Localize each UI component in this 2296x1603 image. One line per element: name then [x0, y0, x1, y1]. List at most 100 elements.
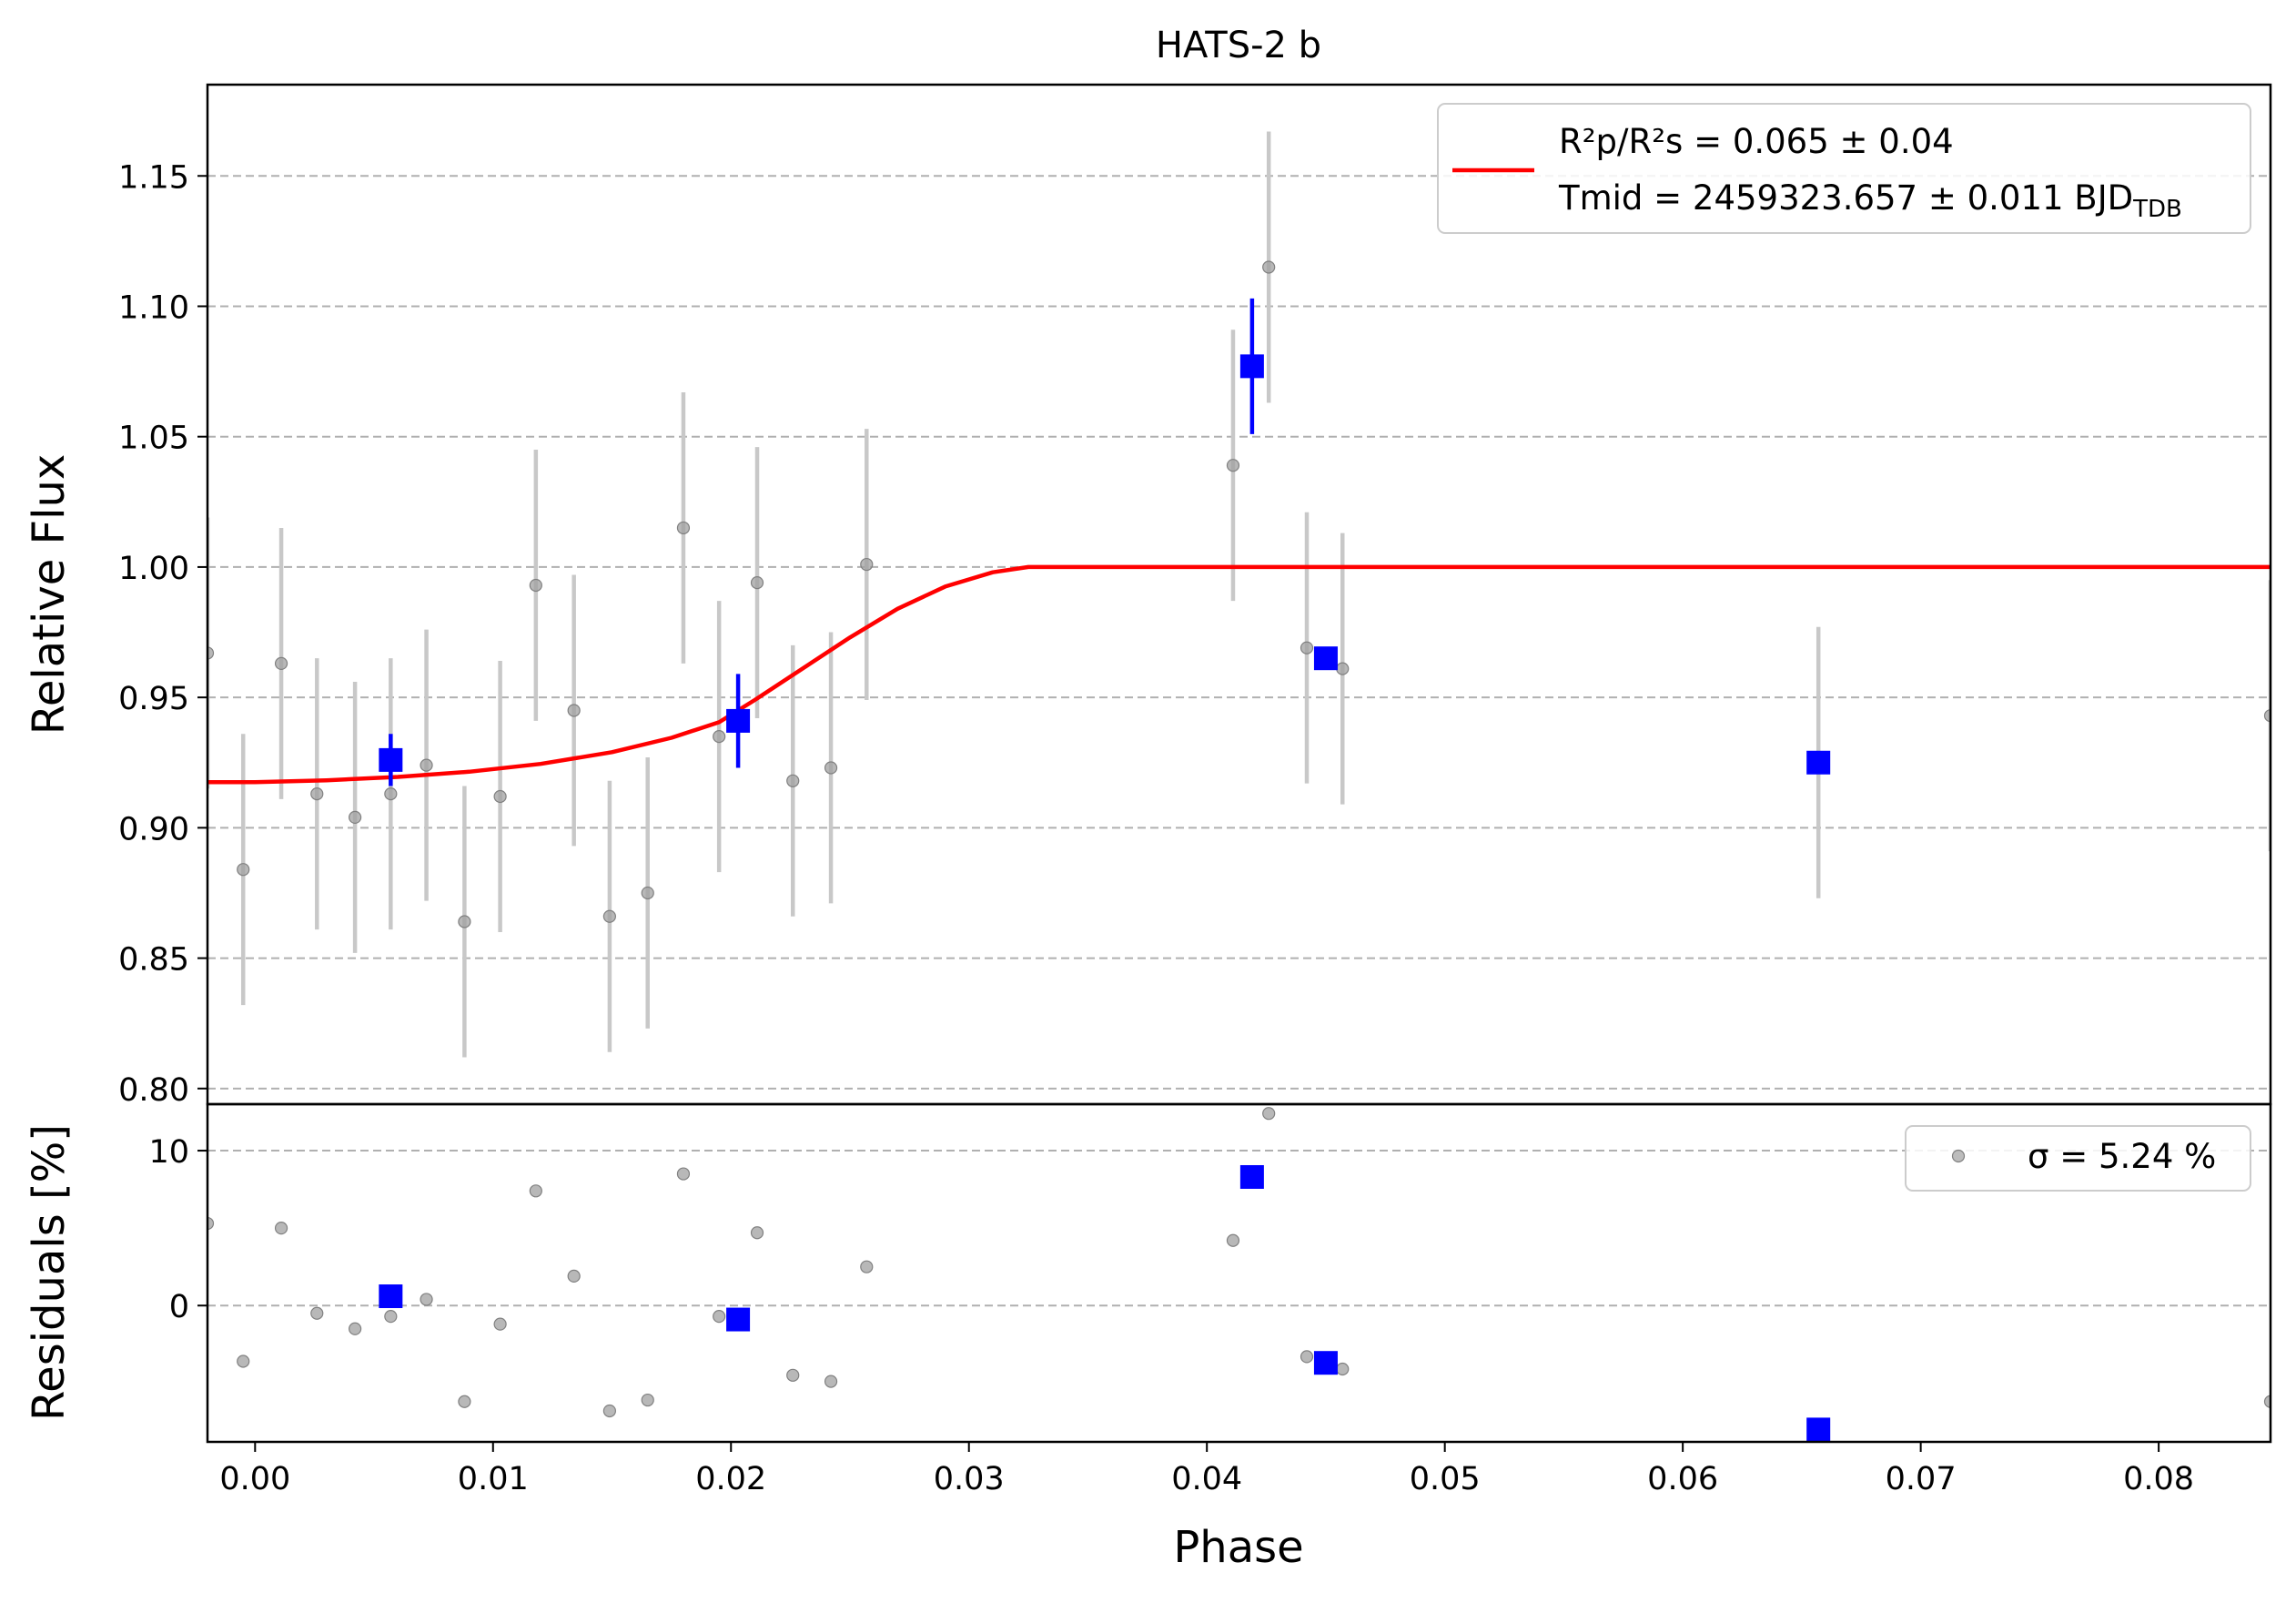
raw-data-point	[458, 915, 471, 928]
residual-raw-point	[2263, 1395, 2271, 1408]
residual-binned-point	[726, 1307, 751, 1332]
raw-data-point	[237, 863, 250, 877]
residual-raw-point	[237, 1354, 250, 1368]
raw-data-point	[420, 758, 433, 772]
main-gridlines	[207, 175, 2271, 1090]
residual-raw-point	[602, 1404, 616, 1418]
transit-model-line	[207, 564, 2271, 785]
raw-data-point	[384, 787, 398, 801]
main-y-tick-label: 0.95	[118, 681, 189, 717]
binned-data-point	[1313, 646, 1338, 671]
raw-data-point	[529, 578, 542, 593]
residual-raw-point	[1300, 1350, 1314, 1364]
binned-data-point	[726, 708, 751, 733]
residual-raw-point	[310, 1306, 324, 1320]
raw-data-point	[567, 704, 581, 717]
raw-data-point	[713, 730, 726, 744]
residual-raw-point	[458, 1395, 471, 1408]
raw-data-point	[2263, 709, 2271, 723]
residual-raw-point	[529, 1184, 542, 1198]
main-y-tick-label: 1.10	[118, 289, 189, 326]
raw-data-point	[824, 761, 838, 775]
raw-data-point	[750, 576, 764, 590]
main-model-curve	[207, 564, 2271, 785]
residual-raw-point	[384, 1310, 398, 1324]
main-legend-box	[1437, 103, 2251, 234]
raw-data-point	[641, 886, 654, 900]
binned-data-point	[379, 747, 403, 772]
residual-binned-point	[1313, 1351, 1338, 1375]
residual-raw-point	[274, 1222, 288, 1235]
residual-legend-label: σ = 5.24 %	[2028, 1137, 2216, 1176]
x-tick-label: 0.00	[219, 1461, 290, 1497]
x-tick-label: 0.06	[1647, 1461, 1718, 1497]
main-y-tick-label: 1.00	[118, 551, 189, 587]
legend-tmid-text: Tmid = 2459323.657 ± 0.011 BJD	[1558, 178, 2133, 218]
x-axis-label: Phase	[1173, 1522, 1303, 1573]
residual-raw-point	[860, 1260, 874, 1273]
raw-data-point	[349, 810, 362, 825]
main-y-tick-label: 0.80	[118, 1072, 189, 1109]
residual-raw-point	[641, 1393, 654, 1407]
binned-data-point	[1806, 750, 1831, 775]
main-y-tick-label: 1.15	[118, 159, 189, 196]
main-legend: R²p/R²s = 0.065 ± 0.04 Tmid = 2459323.65…	[1437, 103, 2251, 234]
binned-data-point	[1239, 354, 1264, 379]
residual-y-tick-label: 0	[169, 1289, 189, 1325]
legend-tmid-subscript: TDB	[2132, 196, 2182, 223]
raw-data-point	[786, 774, 800, 787]
residual-raw-point	[493, 1317, 507, 1331]
raw-data-point	[860, 557, 874, 572]
residual-raw-point	[1336, 1362, 1350, 1376]
main-binned-points	[379, 298, 1831, 786]
raw-data-point	[1226, 459, 1240, 472]
legend-tmid-label: Tmid = 2459323.657 ± 0.011 BJDTDB	[1558, 178, 2182, 223]
x-tick-label: 0.03	[934, 1461, 1005, 1497]
residual-raw-point	[420, 1293, 433, 1306]
residual-binned-points	[379, 1164, 1831, 1442]
residual-raw-points	[207, 1107, 2271, 1418]
main-y-tick-label: 1.05	[118, 421, 189, 457]
residual-legend: σ = 5.24 %	[1905, 1125, 2251, 1192]
residual-raw-point	[676, 1167, 691, 1181]
residual-legend-marker	[1951, 1149, 1966, 1163]
x-tick-label: 0.05	[1410, 1461, 1481, 1497]
raw-data-point	[274, 656, 288, 671]
main-raw-points	[207, 131, 2271, 1058]
residual-plot-frame	[206, 1102, 2272, 1444]
raw-data-point	[676, 521, 691, 535]
residual-y-ticks: 0 10	[148, 1134, 207, 1325]
x-tick-label: 0.07	[1886, 1461, 1957, 1497]
raw-data-point	[1336, 662, 1350, 675]
x-tick-label: 0.04	[1171, 1461, 1242, 1497]
main-y-tick-label: 0.90	[118, 811, 189, 847]
chart-title: HATS-2 b	[1156, 25, 1321, 66]
main-y-ticks: 0.80 0.85 0.90 0.95 1.00 1.05 1.10 1.15	[118, 159, 207, 1109]
main-plot-frame	[206, 83, 2272, 1106]
x-tick-label: 0.08	[2123, 1461, 2194, 1497]
residual-binned-point	[1239, 1164, 1264, 1189]
residual-raw-point	[713, 1310, 726, 1324]
residual-legend-box	[1905, 1125, 2251, 1192]
residual-raw-point	[750, 1226, 764, 1240]
x-tick-label: 0.02	[695, 1461, 766, 1497]
residual-raw-point	[1226, 1233, 1240, 1247]
y-axis-label-main: Relative Flux	[24, 454, 75, 736]
raw-data-point	[207, 646, 215, 660]
residual-raw-point	[567, 1269, 581, 1283]
residual-raw-point	[786, 1368, 800, 1382]
legend-depth-label: R²p/R²s = 0.065 ± 0.04	[1559, 122, 1954, 161]
raw-data-point	[493, 789, 507, 804]
raw-data-point	[310, 787, 324, 801]
residual-y-tick-label: 10	[148, 1134, 189, 1171]
residual-raw-point	[1262, 1107, 1276, 1121]
raw-data-point	[1300, 641, 1314, 654]
x-tick-label: 0.01	[458, 1461, 529, 1497]
raw-data-point	[602, 909, 616, 923]
residual-raw-point	[349, 1322, 362, 1335]
raw-data-point	[1262, 260, 1276, 274]
residual-raw-point	[824, 1375, 838, 1388]
main-y-tick-label: 0.85	[118, 942, 189, 979]
residual-binned-point	[379, 1284, 403, 1309]
